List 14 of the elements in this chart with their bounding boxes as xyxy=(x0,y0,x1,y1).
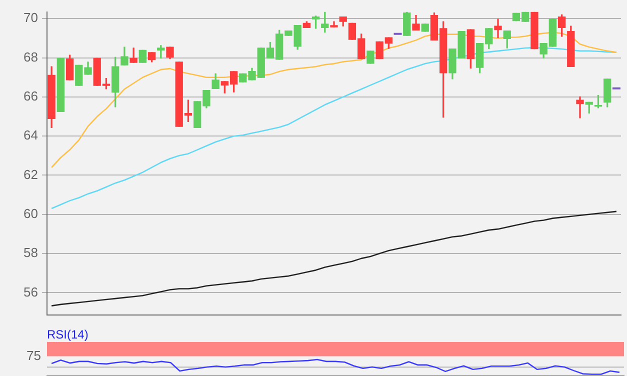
y-tick-label: 56 xyxy=(24,284,38,300)
candlestick xyxy=(366,50,374,64)
y-tick-label: 60 xyxy=(24,206,38,221)
candlestick xyxy=(530,12,538,50)
text: 75 xyxy=(26,348,41,363)
y-tick-label: 68 xyxy=(24,49,38,64)
y-tick-label: 62 xyxy=(24,166,38,182)
y-tick-label: 70 xyxy=(24,10,38,26)
y-tick-label: 66 xyxy=(24,88,38,104)
candlestick xyxy=(138,50,146,63)
chart-title: RSI(14) xyxy=(47,327,88,342)
candlestick xyxy=(56,58,64,112)
y-tick-label: 64 xyxy=(24,128,38,143)
y-tick-label: 58 xyxy=(24,245,38,260)
